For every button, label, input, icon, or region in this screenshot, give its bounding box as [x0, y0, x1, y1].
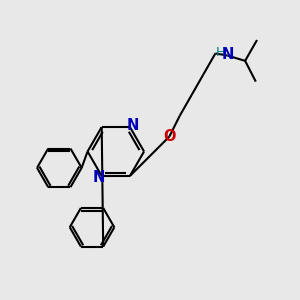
Text: H: H: [216, 46, 226, 59]
Text: N: N: [92, 170, 105, 185]
Text: N: N: [222, 47, 234, 62]
Text: O: O: [164, 129, 176, 144]
Text: N: N: [127, 118, 139, 133]
